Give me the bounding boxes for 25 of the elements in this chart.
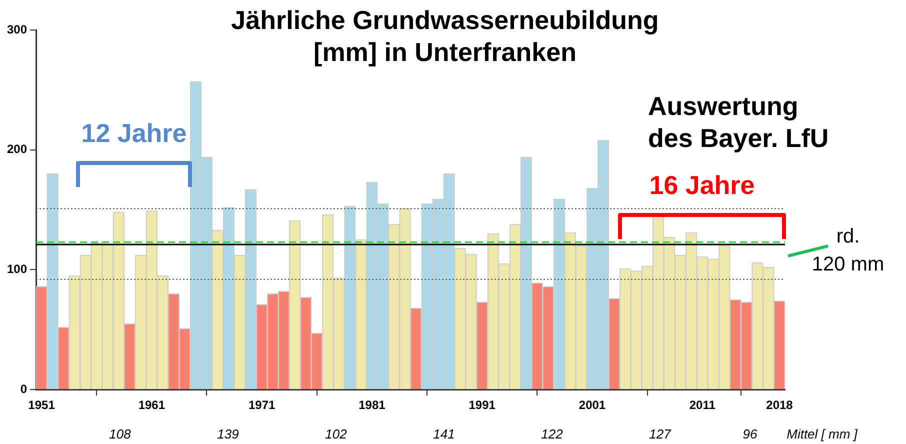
text: 102	[325, 426, 348, 442]
text: 141	[433, 426, 455, 442]
annotation: 16 Jahre	[649, 170, 755, 200]
text: 108	[109, 426, 132, 442]
chart-title: Jährliche Grundwasserneubildung [mm] in Unterfranken	[230, 4, 660, 68]
text: 122	[541, 426, 564, 442]
annotation: Auswertung des Bayer. LfU	[648, 91, 829, 154]
x-tick-label: 1971	[248, 398, 276, 412]
x-tick-label: 2018	[766, 398, 794, 412]
text: 96	[742, 426, 758, 442]
text: Mittel [ mm ]	[786, 426, 858, 442]
y-tick-label: 100	[6, 262, 28, 276]
x-tick-label: 2011	[689, 398, 716, 412]
y-tick-label: 0	[20, 382, 28, 396]
text: 139	[217, 426, 239, 442]
x-tick-label: 1991	[468, 398, 496, 412]
x-tick-label: 2001	[578, 398, 606, 412]
x-tick-label: 1951	[28, 398, 56, 412]
x-tick-label: 1981	[358, 398, 386, 412]
x-tick-label: 1961	[138, 398, 166, 412]
y-tick-label: 200	[6, 142, 28, 156]
annotation: 12 Jahre	[81, 118, 187, 148]
text: rd. 120 mm	[812, 226, 884, 276]
y-tick-label: 300	[6, 22, 28, 36]
text: 127	[649, 426, 672, 442]
